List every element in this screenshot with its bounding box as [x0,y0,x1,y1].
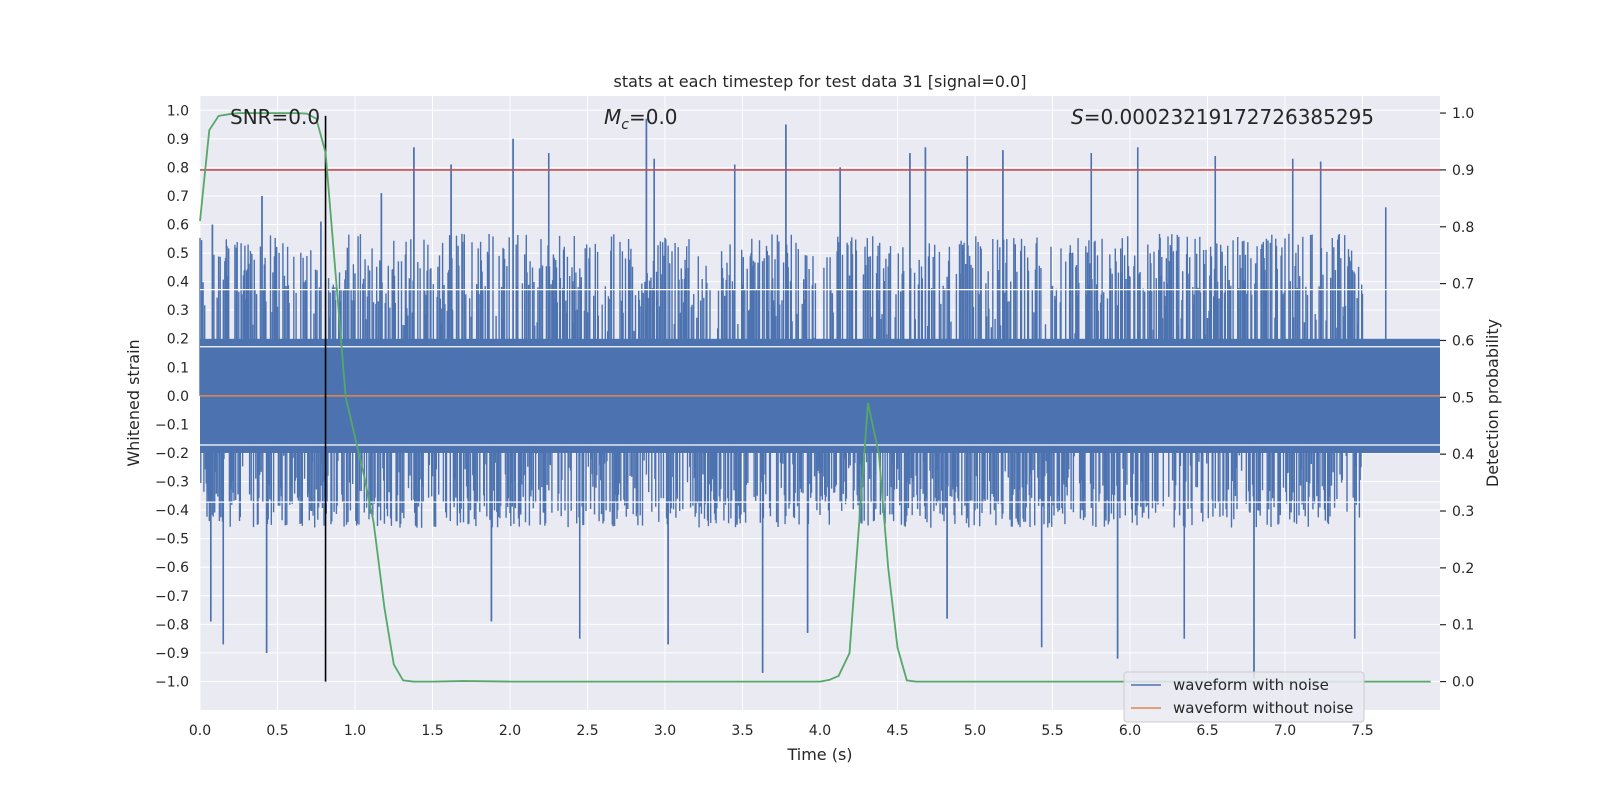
right-tick-label: 0.1 [1452,618,1474,634]
x-axis-ticks: 0.0 0.5 1.0 1.5 2.0 2.5 3.0 3.5 4.0 4.5 5.0 5.5 6.0 6… [189,723,1374,739]
x-tick-label: 6.0 [1119,723,1141,739]
left-tick-label: 0.3 [167,303,189,319]
left-tick-label: 0.5 [167,246,189,262]
x-axis-label: Time (s) [786,745,852,764]
left-tick-label: −0.7 [155,589,189,605]
right-tick-label: 1.0 [1452,106,1474,122]
s-value: =0.00023219172726385295 [1084,105,1374,129]
s-symbol: S [1071,105,1084,129]
x-tick-label: 0.0 [189,723,211,739]
left-axis-label: Whitened strain [124,339,143,466]
legend-label-clean: waveform without noise [1173,699,1353,717]
right-tick-label: 0.5 [1452,390,1474,406]
left-tick-label: −0.4 [155,503,189,519]
right-tick-label: 0.4 [1452,447,1474,463]
right-axis-label: Detection probability [1483,319,1502,487]
left-tick-label: 0.2 [167,332,189,348]
right-tick-label: 0.7 [1452,277,1474,293]
left-tick-label: 0.7 [167,189,189,205]
left-tick-label: −0.8 [155,617,189,633]
left-tick-label: −0.9 [155,646,189,662]
left-tick-label: 0.6 [167,218,189,234]
right-tick-label: 0.3 [1452,504,1474,520]
line-series [199,112,1440,683]
legend-box [1123,671,1365,723]
mc-annotation: Mc=0.0 [604,105,678,133]
right-axis-ticks: 1.0 0.9 0.8 0.7 0.6 0.5 0.4 0.3 0.2 0.1 0.0 [1440,106,1474,691]
x-tick-label: 4.5 [886,723,908,739]
mc-value: =0.0 [629,105,678,129]
right-tick-label: 0.0 [1452,675,1474,691]
legend: waveform with noise waveform without noi… [1123,671,1365,723]
right-tick-label: 0.9 [1452,163,1474,179]
s-annotation: S=0.00023219172726385295 [1071,105,1374,129]
x-tick-label: 3.0 [654,723,676,739]
left-tick-label: −0.3 [155,475,189,491]
x-tick-label: 7.5 [1351,723,1373,739]
x-tick-label: 5.0 [964,723,986,739]
x-tick-label: 5.5 [1041,723,1063,739]
legend-label-noise: waveform with noise [1173,676,1329,694]
x-tick-label: 2.5 [576,723,598,739]
left-tick-label: 0.9 [167,132,189,148]
x-tick-label: 3.5 [731,723,753,739]
detection-probability-line [199,112,1431,683]
left-tick-label: 0.0 [167,389,189,405]
x-tick-label: 0.5 [266,723,288,739]
x-tick-label: 1.5 [421,723,443,739]
x-tick-label: 1.0 [344,723,366,739]
noise-spikes [199,118,1387,679]
right-tick-label: 0.6 [1452,333,1474,349]
left-tick-label: −0.2 [155,446,189,462]
right-tick-label: 0.8 [1452,220,1474,236]
x-tick-label: 7.0 [1274,723,1296,739]
x-tick-label: 2.0 [499,723,521,739]
mc-subscript: c [621,117,629,133]
left-tick-label: −0.5 [155,532,189,548]
x-tick-label: 6.5 [1196,723,1218,739]
snr-annotation: SNR=0.0 [230,105,320,129]
left-tick-label: −0.6 [155,560,189,576]
chart-title: stats at each timestep for test data 31 … [614,72,1027,91]
left-tick-label: 1.0 [167,103,189,119]
left-tick-label: 0.1 [167,360,189,376]
left-axis-ticks: 1.0 0.9 0.8 0.7 0.6 0.5 0.4 0.3 0.2 0.1 0.0 −0.1 −0.… [155,103,189,690]
left-tick-label: −0.1 [155,417,189,433]
right-tick-label: 0.2 [1452,561,1474,577]
left-tick-label: 0.8 [167,160,189,176]
x-tick-label: 4.0 [809,723,831,739]
left-tick-label: 0.4 [167,275,189,291]
left-tick-label: −1.0 [155,674,189,690]
mc-symbol: M [604,105,621,129]
